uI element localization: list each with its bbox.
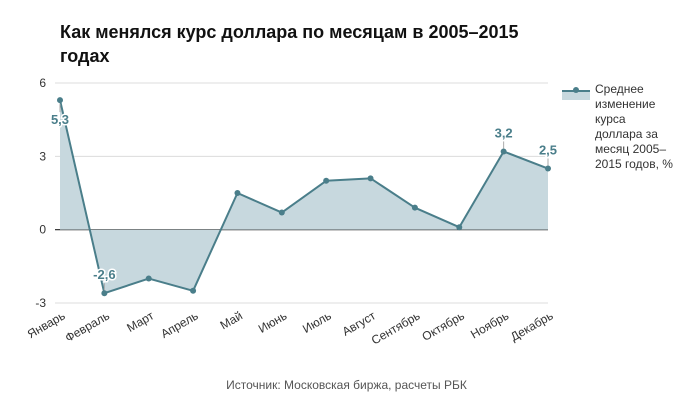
y-tick-label: 6: [39, 76, 46, 90]
data-label: -2,6: [93, 267, 115, 282]
data-point: [367, 175, 374, 182]
data-point: [145, 275, 152, 282]
series-line: [59, 99, 549, 295]
x-tick-label: Октябрь: [419, 308, 466, 343]
y-tick-label: 3: [39, 149, 46, 163]
legend-label: Среднее изменение курса доллара за месяц…: [595, 82, 673, 171]
x-tick-label: Март: [124, 308, 156, 335]
x-tick-label: Декабрь: [508, 308, 556, 344]
y-tick-label: 0: [39, 223, 46, 237]
source-note: Источник: Московская биржа, расчеты РБК: [226, 378, 467, 392]
x-tick-label: Январь: [25, 308, 68, 341]
data-point: [278, 209, 285, 216]
data-point: [190, 287, 197, 294]
data-point: [545, 165, 551, 172]
y-tick-label: -3: [35, 296, 46, 310]
data-point: [500, 148, 507, 155]
x-tick-label: Февраль: [63, 308, 112, 345]
data-point: [101, 290, 108, 297]
data-label: 3,2: [495, 125, 513, 140]
legend-marker: [573, 87, 579, 93]
data-point: [456, 224, 463, 231]
x-tick-label: Ноябрь: [468, 308, 511, 341]
data-label: 2,5: [539, 143, 557, 158]
data-point: [234, 190, 241, 196]
x-tick-label: Апрель: [158, 308, 200, 340]
x-tick-label: Сентябрь: [369, 308, 423, 347]
x-tick-label: Май: [218, 308, 245, 332]
x-tick-label: Июнь: [256, 308, 289, 335]
data-point: [57, 97, 63, 104]
x-tick-label: Июль: [300, 308, 334, 335]
data-point: [411, 204, 418, 211]
data-point: [323, 177, 330, 184]
chart-title: Как менялся курс доллара по месяцам в 20…: [60, 22, 519, 66]
data-label: 5,3: [51, 112, 69, 127]
